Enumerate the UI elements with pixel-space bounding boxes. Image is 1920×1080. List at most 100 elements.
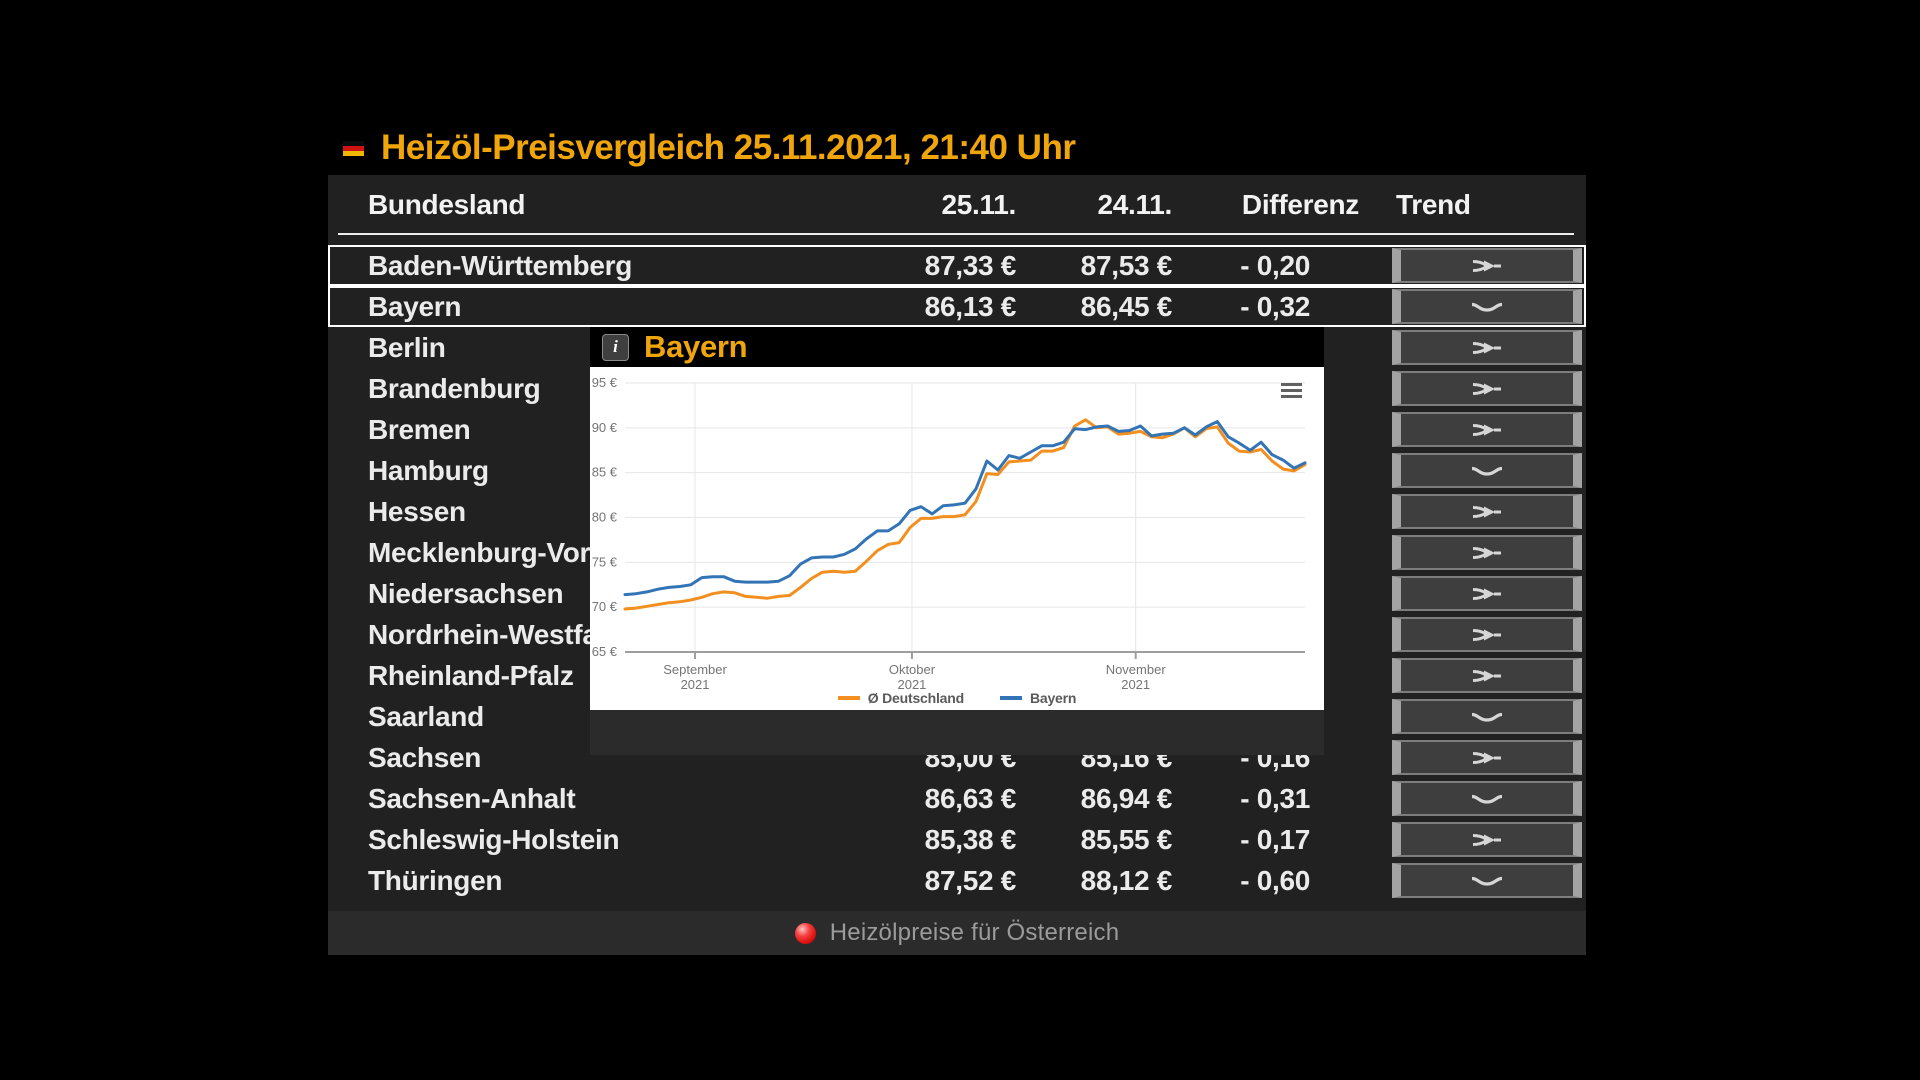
- price-yesterday: 86,94 €: [1080, 782, 1173, 814]
- legend-item: Bayern: [999, 690, 1076, 706]
- svg-text:75 €: 75 €: [592, 554, 618, 569]
- svg-text:85 €: 85 €: [592, 465, 618, 480]
- trend-button[interactable]: [1392, 330, 1582, 365]
- price-today: 87,52 €: [924, 864, 1017, 896]
- table-row[interactable]: Sachsen-Anhalt 86,63 € 86,94 € - 0,31: [328, 778, 1586, 819]
- price-yesterday: 87,53 €: [1080, 249, 1173, 281]
- arrow-right-icon: [1470, 339, 1504, 357]
- dip-curve-icon: [1470, 708, 1504, 726]
- column-header-yesterday: 24.11.: [1097, 189, 1172, 220]
- trend-button[interactable]: [1392, 412, 1582, 447]
- trend-button[interactable]: [1392, 863, 1582, 898]
- state-name: Berlin: [368, 331, 446, 363]
- arrow-right-icon: [1470, 544, 1504, 562]
- state-name: Niedersachsen: [368, 577, 564, 609]
- price-yesterday: 85,55 €: [1080, 823, 1173, 855]
- popup-title: Bayern: [644, 329, 748, 364]
- svg-text:80 €: 80 €: [592, 510, 618, 525]
- arrow-right-icon: [1470, 667, 1504, 685]
- state-name: Rheinland-Pfalz: [368, 659, 574, 691]
- price-difference: - 0,31: [1240, 782, 1310, 814]
- price-today: 85,38 €: [924, 823, 1017, 855]
- trend-button[interactable]: [1392, 699, 1582, 734]
- column-header-today: 25.11.: [941, 189, 1016, 220]
- state-name: Saarland: [368, 700, 484, 732]
- legend-swatch: [999, 696, 1022, 700]
- svg-text:95 €: 95 €: [592, 375, 618, 390]
- svg-text:November: November: [1106, 662, 1167, 677]
- table-row[interactable]: Rheinland-Pfalz: [328, 655, 1586, 696]
- state-name: Hamburg: [368, 454, 489, 486]
- table-row[interactable]: Saarland: [328, 696, 1586, 737]
- table-header-row: Bundesland 25.11. 24.11. Differenz Trend: [328, 175, 1586, 235]
- state-name: Baden-Württemberg: [368, 249, 633, 281]
- chart-legend: Ø Deutschland Bayern: [590, 690, 1324, 706]
- state-name: Hessen: [368, 495, 466, 527]
- table-body: Baden-Württemberg 87,33 € 87,53 € - 0,20 Bay…: [328, 245, 1586, 901]
- column-header-trend: Trend: [1396, 189, 1471, 220]
- svg-text:2021: 2021: [897, 677, 926, 692]
- arrow-right-icon: [1470, 380, 1504, 398]
- german-flag-icon: [343, 140, 364, 156]
- svg-text:2021: 2021: [1121, 677, 1150, 692]
- red-ball-icon: [794, 922, 816, 944]
- trend-button[interactable]: [1392, 617, 1582, 652]
- table-row[interactable]: Berlin: [328, 327, 1586, 368]
- state-name: Bremen: [368, 413, 471, 445]
- table-row[interactable]: Bayern 86,13 € 86,45 € - 0,32: [328, 286, 1586, 327]
- chart-area: 65 €70 €75 €80 €85 €90 €95 € September 202…: [590, 367, 1324, 710]
- price-line-chart: 65 €70 €75 €80 €85 €90 €95 €September202…: [592, 375, 1307, 692]
- trend-button[interactable]: [1392, 494, 1582, 529]
- page-header: Heizöl-Preisvergleich 25.11.2021, 21:40 …: [343, 128, 1076, 168]
- price-today: 86,63 €: [924, 782, 1017, 814]
- bayern-chart-popup: i Bayern 65 € 70 € 75 € 80 € 85 € 90 € 95 € Sep…: [590, 327, 1324, 755]
- table-row[interactable]: Thüringen 87,52 € 88,12 € - 0,60: [328, 860, 1586, 901]
- svg-text:September: September: [663, 662, 727, 677]
- trend-button[interactable]: [1392, 576, 1582, 611]
- popup-bottom-strip: [590, 710, 1324, 755]
- trend-button[interactable]: [1392, 658, 1582, 693]
- austria-prices-link[interactable]: Heizölpreise für Österreich: [328, 911, 1586, 955]
- price-difference: - 0,60: [1240, 864, 1310, 896]
- column-header-bundesland: Bundesland: [368, 189, 526, 220]
- trend-button[interactable]: [1392, 781, 1582, 816]
- state-name: Sachsen: [368, 741, 482, 773]
- svg-text:2021: 2021: [681, 677, 710, 692]
- header-divider: [338, 233, 1574, 235]
- hamburger-menu-icon[interactable]: [1281, 383, 1302, 401]
- arrow-right-icon: [1470, 626, 1504, 644]
- column-header-differenz: Differenz: [1241, 189, 1359, 220]
- trend-button[interactable]: [1392, 371, 1582, 406]
- arrow-right-icon: [1470, 749, 1504, 767]
- table-row[interactable]: Schleswig-Holstein 85,38 € 85,55 € - 0,17: [328, 819, 1586, 860]
- state-name: Sachsen-Anhalt: [368, 782, 576, 814]
- trend-button[interactable]: [1392, 535, 1582, 570]
- trend-button[interactable]: [1392, 740, 1582, 775]
- page-title: Heizöl-Preisvergleich 25.11.2021, 21:40 …: [381, 128, 1076, 167]
- price-difference: - 0,17: [1240, 823, 1310, 855]
- info-icon[interactable]: i: [602, 333, 629, 361]
- svg-text:90 €: 90 €: [592, 420, 618, 435]
- popup-title-bar: i Bayern: [590, 327, 1324, 367]
- arrow-right-icon: [1470, 831, 1504, 849]
- table-row[interactable]: Brandenburg: [328, 368, 1586, 409]
- arrow-right-icon: [1470, 257, 1504, 275]
- table-row[interactable]: Hamburg: [328, 450, 1586, 491]
- state-name: Thüringen: [368, 864, 503, 896]
- state-name: Schleswig-Holstein: [368, 823, 620, 855]
- table-row[interactable]: Niedersachsen: [328, 573, 1586, 614]
- table-row[interactable]: Hessen: [328, 491, 1586, 532]
- price-difference: - 0,32: [1240, 290, 1310, 322]
- trend-button[interactable]: [1392, 248, 1582, 283]
- trend-button[interactable]: [1392, 822, 1582, 857]
- table-row[interactable]: Bremen: [328, 409, 1586, 450]
- arrow-right-icon: [1470, 503, 1504, 521]
- trend-button[interactable]: [1392, 289, 1582, 324]
- table-row[interactable]: Baden-Württemberg 87,33 € 87,53 € - 0,20: [328, 245, 1586, 286]
- price-today: 87,33 €: [924, 249, 1017, 281]
- legend-swatch: [837, 696, 860, 700]
- svg-text:70 €: 70 €: [592, 599, 618, 614]
- price-table-panel: Bundesland 25.11. 24.11. Differenz Trend…: [328, 175, 1586, 955]
- trend-button[interactable]: [1392, 453, 1582, 488]
